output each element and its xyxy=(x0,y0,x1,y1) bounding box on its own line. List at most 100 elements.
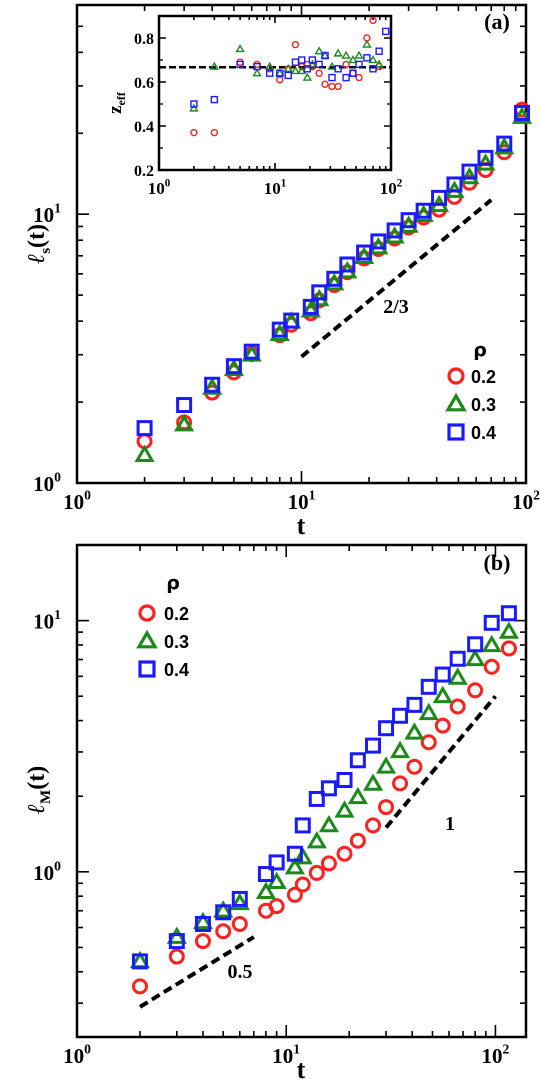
panel-a-guide-label: 2/3 xyxy=(383,296,409,318)
panel-b-point xyxy=(420,678,437,695)
panel-a-point xyxy=(223,358,245,377)
inset-point xyxy=(369,65,377,73)
panel-b-series-0.4 xyxy=(131,605,517,970)
panel-a-point xyxy=(136,420,153,437)
panel-a-point xyxy=(204,376,221,393)
panel-b-y-tick-label: 101 xyxy=(33,607,61,633)
panel-b-legend-label-0.3: 0.3 xyxy=(164,632,189,652)
inset-point xyxy=(190,100,198,108)
panel-a-point xyxy=(459,166,480,185)
inset-point xyxy=(210,95,219,104)
panel-b-point xyxy=(292,847,313,865)
inset-point xyxy=(303,65,312,73)
panel-b-point xyxy=(500,640,517,657)
inset-point xyxy=(354,50,364,59)
panel-b-point xyxy=(375,756,397,774)
panel-b-point xyxy=(389,740,411,759)
panel-b-point xyxy=(229,892,250,911)
panel-a-point xyxy=(494,137,515,155)
panel-b-legend-marker-0.3 xyxy=(136,629,158,649)
panel-b-point xyxy=(286,845,303,862)
panel-a-points xyxy=(134,101,533,462)
panel-b-point xyxy=(467,682,484,699)
panel-a-ylabel: ℓs(t) xyxy=(24,224,54,264)
panel-b-point xyxy=(131,978,148,995)
panel-a-legend-title: ρ xyxy=(473,339,487,361)
panel-a-point xyxy=(446,176,463,193)
panel-b-point xyxy=(192,911,214,930)
panel-b-point xyxy=(194,933,211,950)
panel-b-point xyxy=(231,915,248,932)
inset-x-tick-label: 100 xyxy=(148,177,171,198)
panel-b-point xyxy=(215,923,232,940)
panel-b-point xyxy=(420,734,437,751)
panel-a-point xyxy=(353,246,375,265)
inset-series-0.3 xyxy=(189,39,384,112)
inset-point xyxy=(265,69,274,77)
panel-b-point xyxy=(318,814,340,833)
panel-a-series-0.4 xyxy=(136,104,531,437)
panel-b-point xyxy=(349,832,366,849)
panel-b-point xyxy=(168,933,185,950)
panel-a-point xyxy=(300,300,321,318)
panel-b-point xyxy=(483,614,500,631)
panel-b-y-tick-label: 100 xyxy=(33,858,61,884)
inset-point xyxy=(315,69,323,77)
panel-b-slope-guide-line-2 xyxy=(384,694,497,829)
panel-b-guide-label-1: 0.5 xyxy=(228,961,253,983)
inset-point xyxy=(328,73,336,82)
panel-b-point xyxy=(434,666,451,683)
panel-b-point xyxy=(432,685,453,704)
panel-b-point xyxy=(255,881,277,900)
inset-ylabel: zeff xyxy=(105,91,128,114)
panel-b-guide-label-2: 1 xyxy=(445,813,455,835)
panel-a-point xyxy=(431,189,448,206)
panel-b-point xyxy=(365,737,382,754)
panel-a-legend-marker-0.4 xyxy=(447,423,465,441)
panel-b-xlabel: t xyxy=(297,1055,306,1083)
inset-point xyxy=(284,71,292,80)
panel-b-point xyxy=(306,831,327,849)
inset-point xyxy=(308,56,317,64)
panel-a-point xyxy=(174,414,195,432)
panel-a-point xyxy=(283,312,300,329)
inset-point xyxy=(253,62,261,71)
panel-a-point xyxy=(311,284,328,301)
inset-point xyxy=(314,46,324,55)
inset-y-tick-label: 0.8 xyxy=(134,31,154,48)
panel-b-legend-label-0.2: 0.2 xyxy=(164,604,189,624)
inset-point xyxy=(368,55,378,64)
inset-point xyxy=(341,50,351,59)
panel-a-point xyxy=(176,397,193,414)
panel-b-point xyxy=(308,790,325,807)
panel-a-point xyxy=(271,321,288,338)
panel-b-point xyxy=(404,722,425,740)
panel-a-point xyxy=(511,106,533,124)
inset-point xyxy=(283,63,293,72)
panel-b-point xyxy=(347,786,368,805)
panel-a-point xyxy=(241,344,262,362)
inset-point xyxy=(235,44,245,53)
panel-a-point xyxy=(400,212,417,229)
panel-a-point xyxy=(324,273,345,291)
panel-a-point xyxy=(477,149,494,166)
panel-b-point xyxy=(213,900,234,918)
panel-b-series-0.3 xyxy=(129,621,519,969)
inset-point xyxy=(327,61,337,70)
inset-point xyxy=(374,59,384,68)
panel-b-point xyxy=(231,890,248,907)
inset-point xyxy=(315,60,323,69)
panel-a-point xyxy=(461,163,478,180)
panel-b-point xyxy=(449,650,466,667)
panel-a-legend-label-0.3: 0.3 xyxy=(471,395,496,415)
inset-point xyxy=(342,60,350,69)
inset-point xyxy=(348,55,358,64)
inset-point xyxy=(189,103,199,112)
panel-a-point xyxy=(302,298,319,315)
panel-b-point xyxy=(365,817,382,834)
inset-point xyxy=(210,128,219,137)
panel-a: (a) 100 101 102 100 101 t ℓs(t) 2/3 ρ 0.2 0.3… xyxy=(24,3,540,540)
inset-point xyxy=(349,69,357,77)
panel-a-y-tick-label: 101 xyxy=(33,201,61,227)
panel-b-point xyxy=(481,634,502,653)
